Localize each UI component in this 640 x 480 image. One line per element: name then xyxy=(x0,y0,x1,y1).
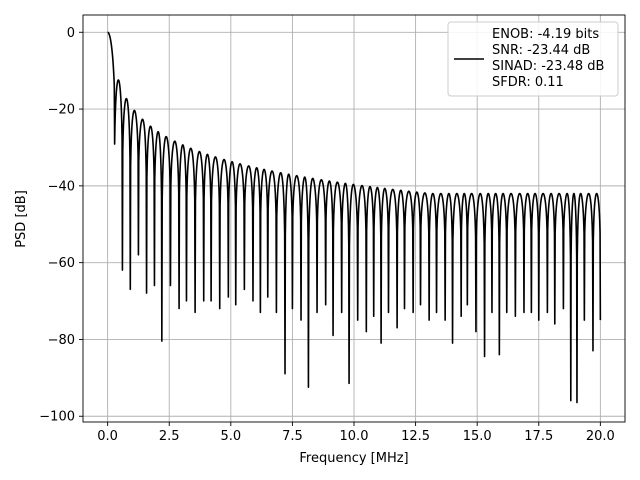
y-tick-label: −60 xyxy=(48,256,75,271)
psd-series-line xyxy=(107,31,602,404)
legend-entry-sinad: SINAD: -23.48 dB xyxy=(492,59,604,74)
legend: ENOB: -4.19 bits SNR: -23.44 dB SINAD: -… xyxy=(447,21,619,97)
y-tick-label: −80 xyxy=(48,333,75,348)
x-tick-label: 15.0 xyxy=(463,429,492,444)
x-tick-label: 7.5 xyxy=(282,429,303,444)
x-tick-label: 2.5 xyxy=(159,429,180,444)
axis-ticks: 0.0 2.5 5.0 7.5 10.0 12.5 15.0 17.5 20.0 0 −20 −40 −… xyxy=(39,26,615,444)
x-tick-label: 0.0 xyxy=(97,429,118,444)
legend-entry-sfdr: SFDR: 0.11 xyxy=(492,75,564,90)
legend-entry-enob: ENOB: -4.19 bits xyxy=(492,27,599,42)
y-tick-label: −100 xyxy=(39,410,75,425)
x-tick-label: 10.0 xyxy=(340,429,369,444)
x-tick-label: 20.0 xyxy=(586,429,615,444)
plot-area xyxy=(107,31,602,404)
x-axis-label: Frequency [MHz] xyxy=(299,451,408,466)
x-tick-label: 17.5 xyxy=(524,429,553,444)
y-axis-label: PSD [dB] xyxy=(14,190,29,248)
legend-box xyxy=(447,21,619,97)
x-tick-label: 12.5 xyxy=(401,429,430,444)
y-tick-label: −40 xyxy=(48,179,75,194)
legend-entry-snr: SNR: -23.44 dB xyxy=(492,43,590,58)
y-tick-label: −20 xyxy=(48,103,75,118)
y-tick-label: 0 xyxy=(67,26,75,41)
x-tick-label: 5.0 xyxy=(220,429,241,444)
